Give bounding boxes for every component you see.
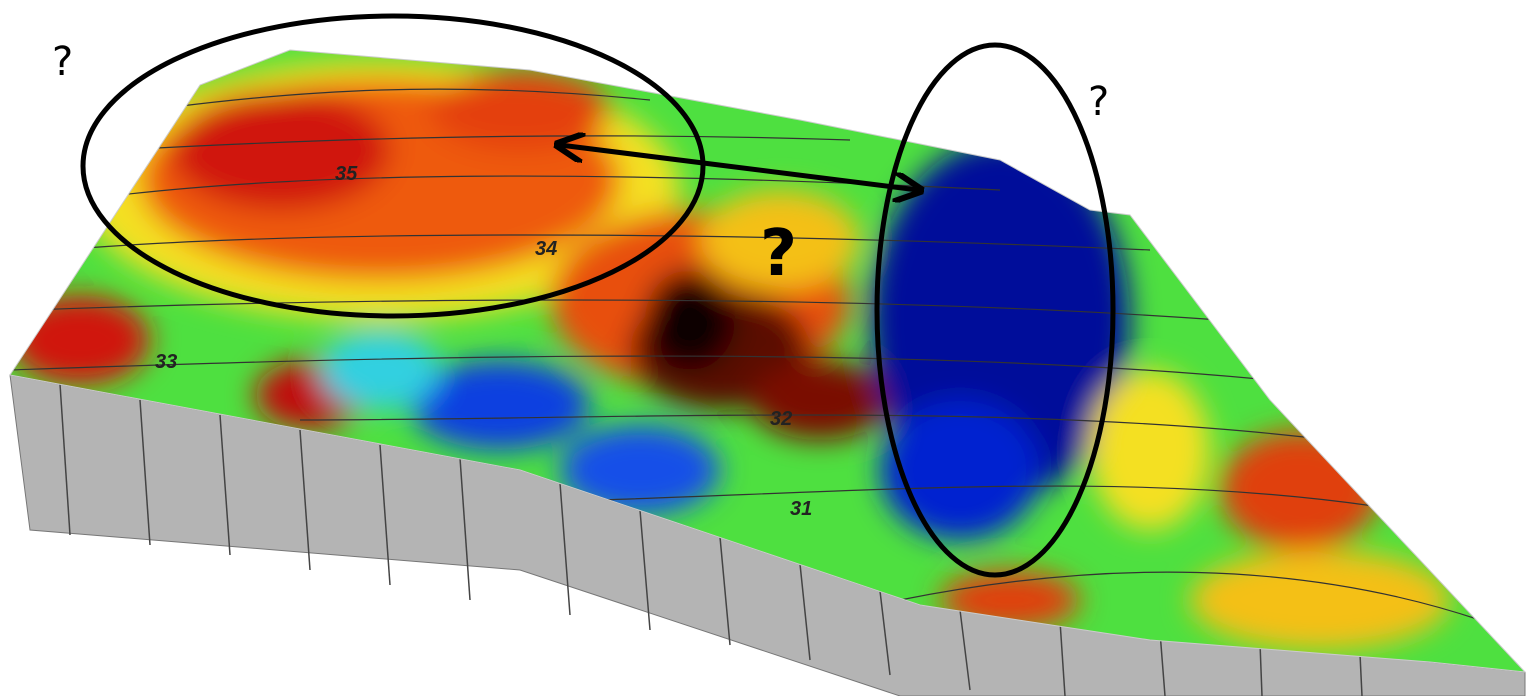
contour-label: 31 (790, 498, 812, 520)
question-mark: ? (760, 217, 797, 291)
contour-lines (10, 88, 1481, 621)
annotation-ellipse (874, 42, 1116, 578)
contour-label: 33 (155, 351, 177, 373)
contour-label: 32 (770, 408, 792, 430)
contour-label: 34 (535, 238, 557, 260)
wall-lines (59, 383, 1363, 696)
annotation-arrow (560, 145, 918, 190)
contour-label: 35 (335, 163, 358, 185)
question-mark: ? (52, 39, 73, 85)
question-mark: ? (1088, 79, 1109, 125)
